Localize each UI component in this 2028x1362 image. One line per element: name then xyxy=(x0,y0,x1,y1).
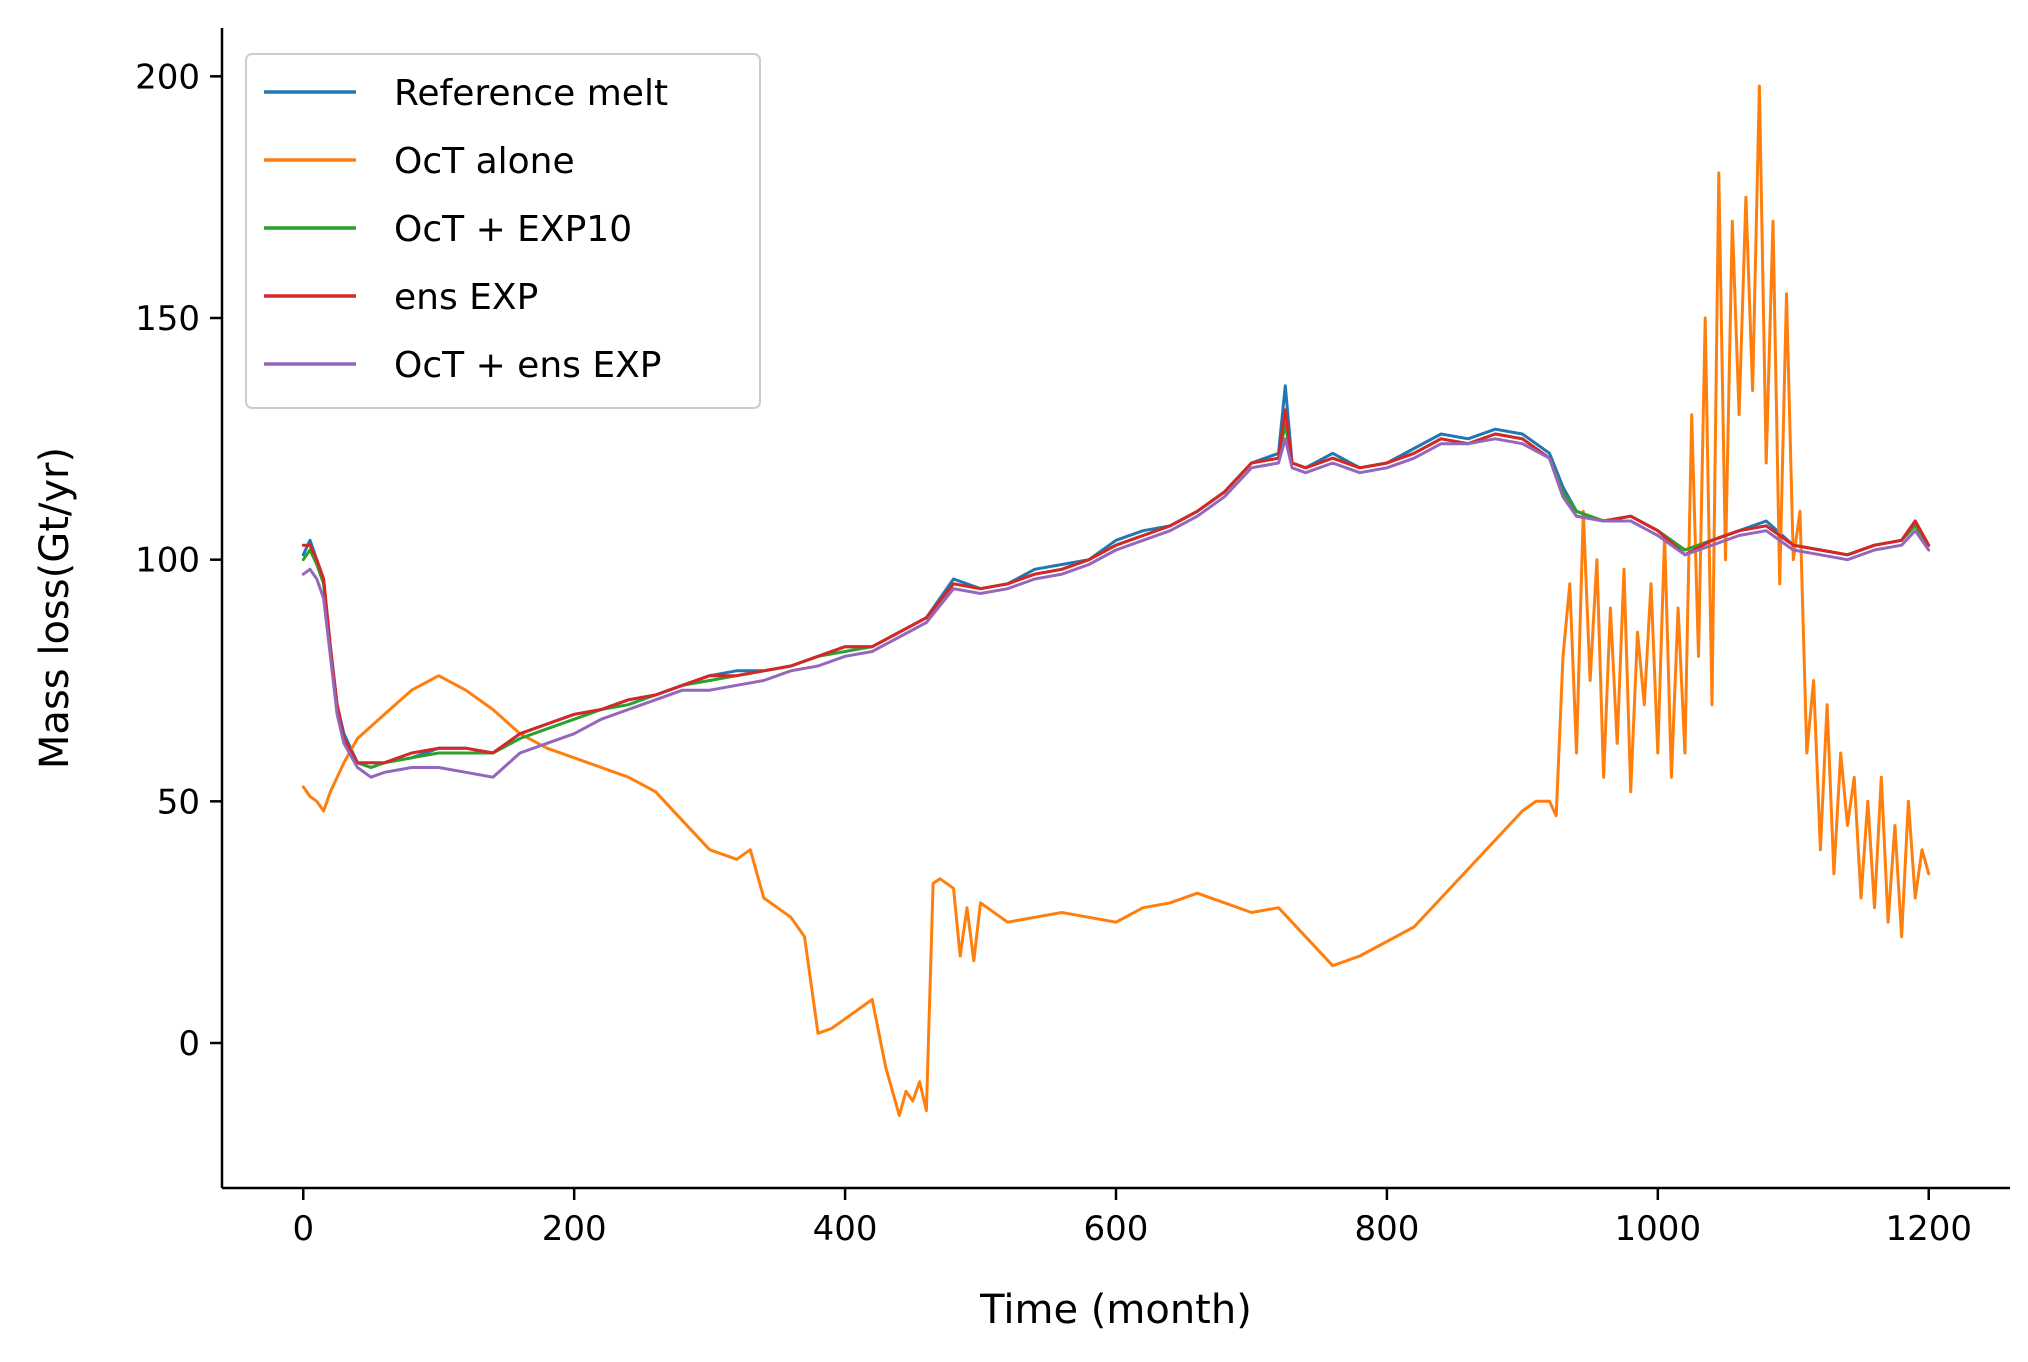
x-tick-label: 1200 xyxy=(1885,1209,1972,1249)
legend-label: OcT + EXP10 xyxy=(394,209,632,250)
series-layer xyxy=(301,84,1931,1117)
legend: Reference melt OcT alone OcT + EXP10 ens EX… xyxy=(245,53,761,409)
y-ticks: 0 50 100 150 200 xyxy=(135,57,222,1064)
legend-label: OcT alone xyxy=(394,141,575,182)
y-tick-label: 50 xyxy=(157,782,200,822)
y-tick-label: 100 xyxy=(135,541,200,581)
series-line-2 xyxy=(301,84,1931,1117)
y-tick-label: 150 xyxy=(135,299,200,339)
x-ticks: 0 200 400 600 800 1000 1200 xyxy=(292,1188,1972,1249)
x-tick-label: 1000 xyxy=(1615,1209,1702,1249)
y-axis-label: Mass loss(Gt/yr) xyxy=(32,447,78,769)
x-tick-label: 200 xyxy=(542,1209,607,1249)
x-tick-label: 800 xyxy=(1354,1209,1419,1249)
y-tick-label: 200 xyxy=(135,57,200,97)
y-tick-label: 0 xyxy=(178,1024,200,1064)
series-line-5 xyxy=(301,437,1931,779)
legend-label: Reference melt xyxy=(394,73,668,114)
x-tick-label: 0 xyxy=(292,1209,314,1249)
x-axis-label: Time (month) xyxy=(979,1287,1252,1333)
series-line-4 xyxy=(301,408,1931,765)
legend-frame xyxy=(245,53,761,409)
legend-label: OcT + ens EXP xyxy=(394,345,661,386)
x-tick-label: 400 xyxy=(813,1209,878,1249)
x-tick-label: 600 xyxy=(1084,1209,1149,1249)
legend-label: ens EXP xyxy=(394,277,538,318)
